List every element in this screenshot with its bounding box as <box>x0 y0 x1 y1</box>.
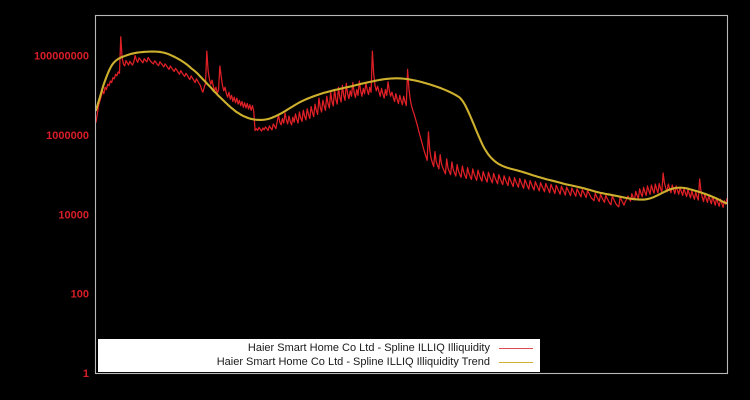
legend-label-illiquidity: Haier Smart Home Co Ltd - Spline ILLIQ I… <box>247 341 490 354</box>
series-line-illiquidity <box>95 36 728 208</box>
legend-swatch-illiquidity-trend <box>499 362 533 364</box>
y-axis-tick-label: 100 <box>71 289 89 301</box>
y-axis-tick-label: 1000000 <box>46 130 89 142</box>
plot-area <box>94 36 729 208</box>
y-axis-tick-label: 1 <box>83 368 89 380</box>
y-axis-tick-label: 100000000 <box>34 51 89 63</box>
legend-swatch-illiquidity <box>499 347 533 349</box>
legend-label-illiquidity-trend: Haier Smart Home Co Ltd - Spline ILLIQ I… <box>216 356 490 369</box>
legend-entry-illiquidity: Haier Smart Home Co Ltd - Spline ILLIQ I… <box>99 341 539 356</box>
legend-entry-illiquidity-trend: Haier Smart Home Co Ltd - Spline ILLIQ I… <box>99 356 539 371</box>
plot-frame-border <box>94 14 729 375</box>
y-axis-tick-label: 10000 <box>58 209 89 221</box>
y-axis-tick-labels: 100000000 1000000 10000 100 1 <box>34 51 89 380</box>
chart-legend: Haier Smart Home Co Ltd - Spline ILLIQ I… <box>98 339 540 372</box>
series-line-illiquidity-trend <box>94 50 729 205</box>
